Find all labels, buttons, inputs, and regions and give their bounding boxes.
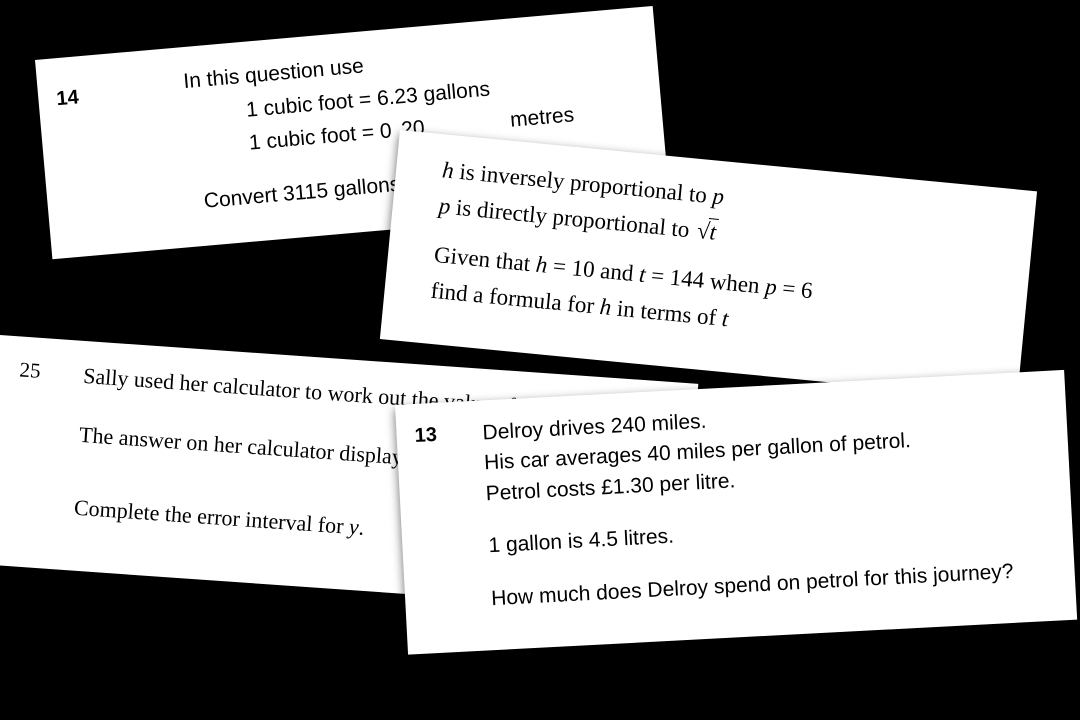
q13-body: Delroy drives 240 miles. His car average… [482, 389, 1050, 614]
prop-l4-c: in terms of [610, 295, 723, 331]
prop-l3-e: = 144 when [644, 263, 766, 299]
prop-l2-sqrt-t: t [707, 218, 720, 245]
q13-number: 13 [414, 421, 438, 451]
prop-l3-a: Given that [433, 242, 537, 277]
q25-l3-dot: . [358, 515, 365, 540]
q25-l3-text: Complete the error interval for [73, 495, 350, 539]
stage: 14 In this question use 1 cubic foot = 6… [0, 0, 1080, 720]
q14-number: 14 [56, 86, 80, 111]
q13-line5: How much does Delroy spend on petrol for… [490, 555, 1049, 615]
prop-body: h is inversely proportional to p p is di… [429, 152, 1009, 362]
prop-l3-c: = 10 and [546, 253, 640, 287]
sqrt-icon: √t [693, 212, 719, 250]
snippet-q13: 13 Delroy drives 240 miles. His car aver… [395, 370, 1077, 655]
q14-line3-tail: metres [509, 103, 575, 132]
snippet-proportional: h is inversely proportional to p p is di… [380, 130, 1037, 400]
prop-l4-t: t [721, 306, 730, 331]
q13-line4: 1 gallon is 4.5 litres. [488, 502, 1047, 562]
prop-l3-g: = 6 [776, 275, 814, 303]
q14-line3a: 1 cubic foot = 0 [248, 119, 392, 154]
q25-number: 25 [18, 354, 41, 387]
prop-l1-p: p [711, 183, 725, 209]
